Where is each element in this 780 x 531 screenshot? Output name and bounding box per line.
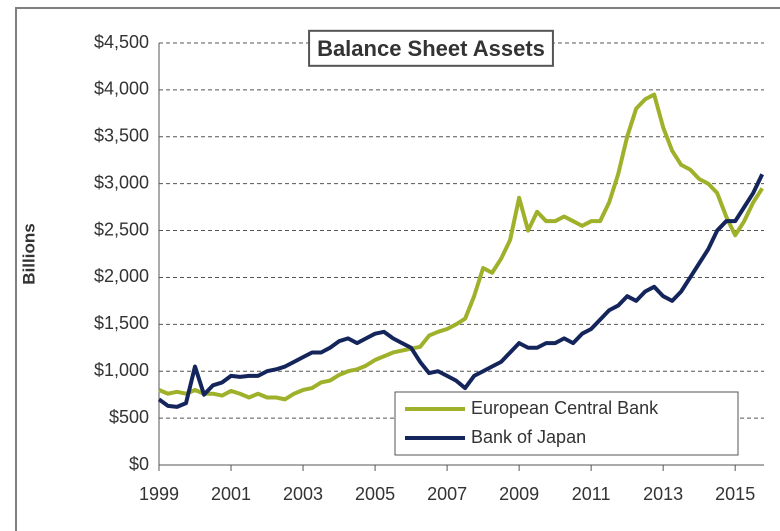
x-tick-label: 2003 — [283, 484, 323, 504]
y-tick-label: $4,000 — [94, 79, 149, 99]
y-tick-label: $1,500 — [94, 313, 149, 333]
legend-label: Bank of Japan — [471, 427, 586, 447]
x-tick-label: 2013 — [643, 484, 683, 504]
y-tick-label: $3,500 — [94, 126, 149, 146]
x-tick-label: 2005 — [355, 484, 395, 504]
y-tick-label: $3,000 — [94, 172, 149, 192]
chart-title: Balance Sheet Assets — [317, 36, 545, 61]
y-tick-label: $0 — [129, 454, 149, 474]
x-tick-label: 2011 — [572, 484, 611, 504]
series-line — [158, 92, 764, 402]
y-tick-label: $500 — [109, 407, 149, 427]
title-box — [308, 29, 554, 67]
y-axis-label: Billions — [19, 223, 38, 284]
series-line — [157, 173, 765, 409]
y-tick-label: $1,000 — [94, 360, 149, 380]
y-tick-label: $4,500 — [94, 32, 149, 52]
x-tick-label: 2015 — [715, 484, 755, 504]
y-tick-label: $2,500 — [94, 219, 149, 239]
x-tick-label: 2007 — [427, 484, 467, 504]
legend-box — [394, 391, 739, 456]
legend-label: European Central Bank — [471, 398, 659, 418]
x-tick-label: 1999 — [139, 484, 179, 504]
y-tick-label: $2,000 — [94, 266, 149, 286]
x-tick-label: 2001 — [211, 484, 251, 504]
x-tick-label: 2009 — [499, 484, 539, 504]
